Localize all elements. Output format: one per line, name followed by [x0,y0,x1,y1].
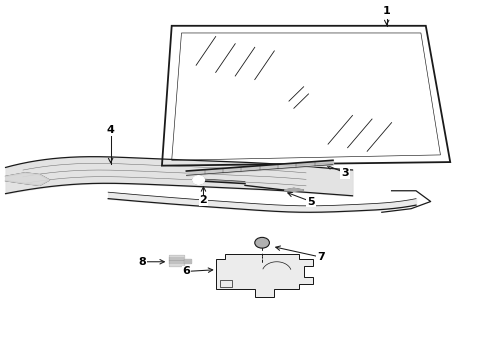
Text: 5: 5 [307,197,315,207]
Polygon shape [216,253,314,297]
Polygon shape [169,255,184,266]
Text: 3: 3 [342,168,349,178]
Bar [220,280,232,287]
Text: 6: 6 [182,266,190,276]
Text: 2: 2 [199,195,207,206]
Text: 1: 1 [383,6,391,17]
Polygon shape [184,259,191,263]
Text: 7: 7 [317,252,324,262]
Polygon shape [193,176,204,184]
Text: 4: 4 [107,125,115,135]
Polygon shape [5,173,49,185]
Text: 8: 8 [139,257,147,267]
Polygon shape [284,188,304,192]
Circle shape [255,237,270,248]
